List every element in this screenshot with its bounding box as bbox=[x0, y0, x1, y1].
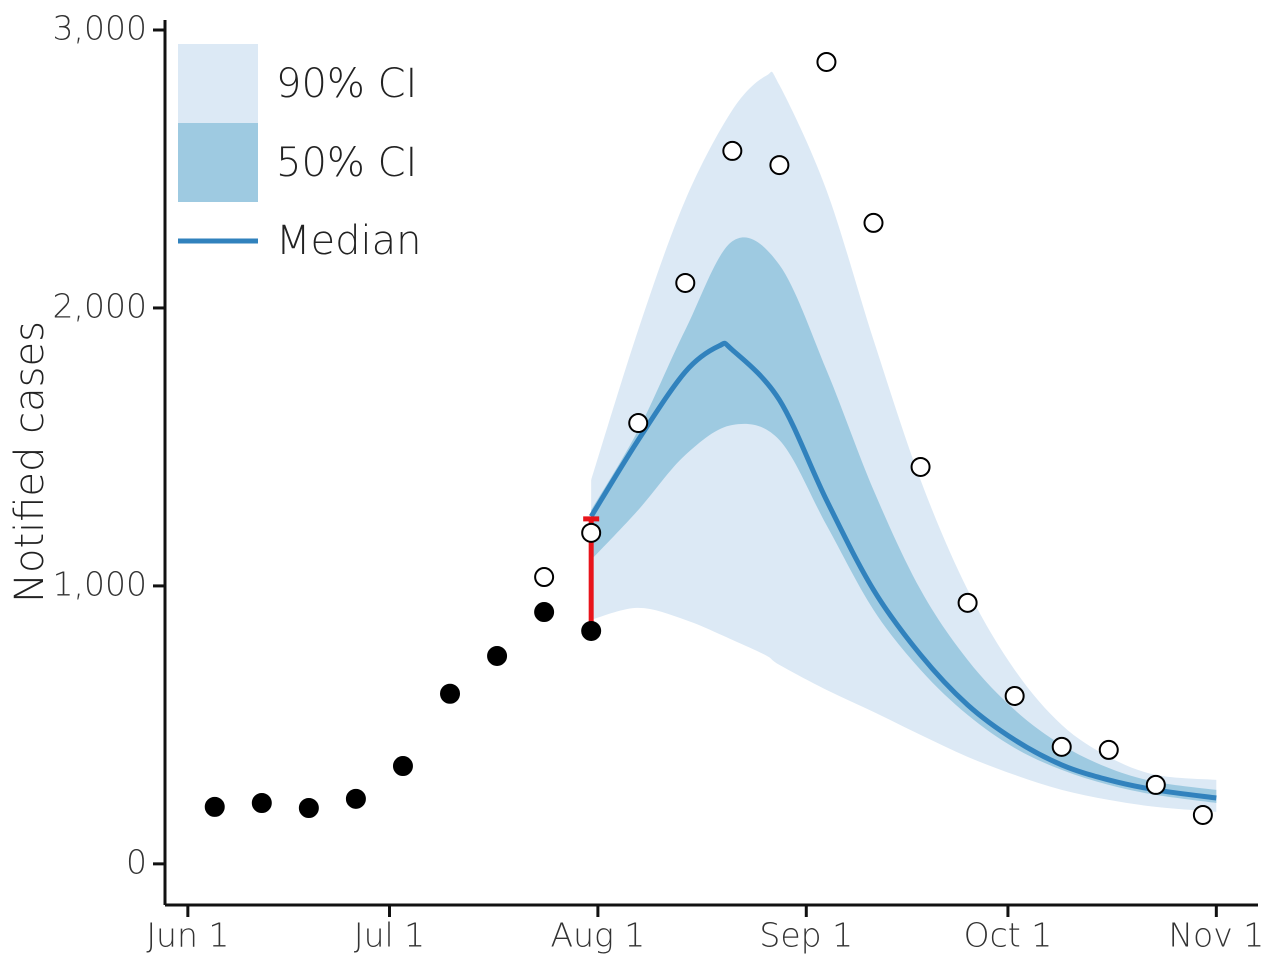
x-tick-label: Nov 1 bbox=[1168, 916, 1262, 955]
data-point bbox=[1192, 804, 1213, 825]
x-tick-label: Aug 1 bbox=[551, 916, 646, 955]
x-tick-label: Oct 1 bbox=[964, 916, 1053, 955]
data-point bbox=[675, 272, 696, 293]
data-point bbox=[581, 522, 602, 543]
median-line bbox=[589, 340, 1217, 801]
data-point bbox=[722, 140, 743, 161]
data-point bbox=[534, 602, 555, 623]
data-point bbox=[345, 788, 366, 809]
data-point bbox=[487, 645, 508, 666]
data-point bbox=[534, 567, 555, 588]
data-point bbox=[1098, 739, 1119, 760]
data-point bbox=[910, 456, 931, 477]
ci-band bbox=[591, 237, 1217, 803]
data-point bbox=[392, 756, 413, 777]
x-tick-label: Jun 1 bbox=[146, 916, 229, 955]
data-point bbox=[863, 212, 884, 233]
data-point bbox=[251, 792, 272, 813]
data-point bbox=[957, 592, 978, 613]
legend-swatch bbox=[178, 123, 258, 202]
y-tick-label: 0 bbox=[126, 842, 147, 881]
data-point bbox=[581, 620, 602, 641]
data-point bbox=[1051, 736, 1072, 757]
y-tick-label: 2,000 bbox=[53, 286, 147, 325]
x-tick-label: Sep 1 bbox=[759, 916, 853, 955]
data-point bbox=[298, 797, 319, 818]
data-point bbox=[816, 51, 837, 72]
y-axis-label: Notified cases bbox=[7, 321, 53, 603]
y-tick-label: 1,000 bbox=[53, 564, 147, 603]
legend-label: 90% CI bbox=[276, 61, 417, 107]
legend-label: 50% CI bbox=[276, 140, 417, 186]
legend-swatch bbox=[178, 44, 258, 123]
data-point bbox=[769, 155, 790, 176]
data-point bbox=[1004, 685, 1025, 706]
data-point bbox=[1145, 774, 1166, 795]
data-point bbox=[204, 796, 225, 817]
x-tick-label: Jul 1 bbox=[354, 916, 425, 955]
data-point bbox=[440, 683, 461, 704]
legend-label: Median bbox=[276, 218, 422, 264]
y-tick-label: 3,000 bbox=[53, 9, 147, 48]
data-point bbox=[628, 413, 649, 434]
